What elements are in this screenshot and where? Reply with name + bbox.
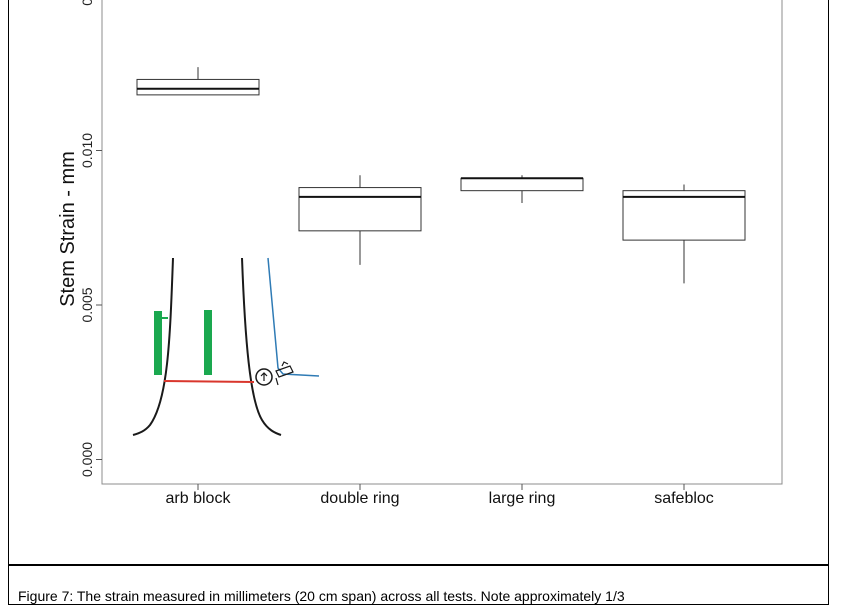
- x-tick-label: safebloc: [654, 490, 714, 507]
- strain-gauge-right: [204, 310, 212, 375]
- rope-line: [163, 380, 255, 383]
- plot-axes: [101, 0, 783, 485]
- boxes: [136, 67, 746, 284]
- y-axis-ticks: 0.000 0.005 0.010 0.0: [79, 0, 102, 477]
- box-safebloc: [622, 184, 746, 284]
- figure-caption: Figure 7: The strain measured in millime…: [18, 588, 625, 604]
- x-axis-labels: arb block double ring large ring safebloc: [166, 484, 714, 507]
- trunk-right-outline: [241, 257, 282, 436]
- box-large-ring: [460, 175, 584, 204]
- box-plot-chart: 0.000 0.005 0.010 0.0 arb block double ring l…: [57, 0, 783, 507]
- y-tick-label: 0.000: [79, 442, 95, 477]
- box-iqr: [622, 190, 746, 241]
- x-tick-label: arb block: [166, 490, 232, 507]
- box-iqr: [460, 177, 584, 192]
- plot-border: [101, 0, 783, 485]
- trunk-left-outline: [132, 257, 174, 436]
- pulley-circle-icon: [255, 368, 273, 386]
- y-tick-label: 0.005: [79, 287, 95, 322]
- box-arb-block: [136, 67, 260, 96]
- box-double-ring: [298, 175, 422, 265]
- caption-box: Figure 7: The strain measured in millime…: [8, 565, 829, 605]
- rigging-sketch: [132, 257, 320, 436]
- pulley-arrow-icon: [260, 372, 268, 381]
- control-line: [267, 257, 320, 377]
- box-iqr: [298, 187, 422, 232]
- y-tick-label: 0.0: [79, 0, 95, 6]
- block-device-icon: [275, 361, 294, 386]
- x-tick-label: double ring: [320, 490, 399, 507]
- x-tick-label: large ring: [489, 490, 556, 507]
- box-iqr: [136, 78, 260, 96]
- y-axis-title: Stem Strain - mm: [57, 151, 79, 307]
- y-tick-label: 0.010: [79, 133, 95, 168]
- strain-gauge-left: [154, 311, 162, 375]
